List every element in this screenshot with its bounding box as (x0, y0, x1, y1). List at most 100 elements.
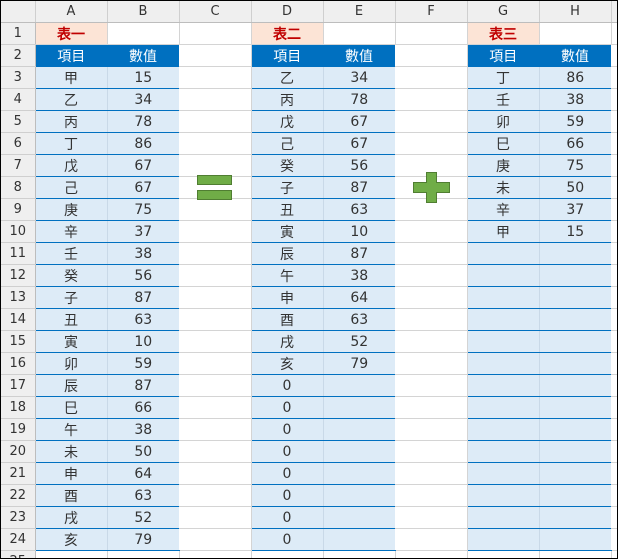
item-cell[interactable]: 申 (251, 286, 324, 309)
value-cell[interactable] (539, 440, 611, 463)
value-cell[interactable]: 79 (107, 528, 179, 551)
empty-cell[interactable] (395, 484, 468, 507)
column-header-F[interactable]: F (395, 1, 468, 23)
row-header[interactable]: 18 (1, 396, 36, 419)
value-cell[interactable]: 56 (107, 264, 179, 287)
value-cell[interactable]: 63 (107, 484, 179, 507)
item-cell[interactable]: 巳 (467, 132, 540, 155)
empty-cell[interactable] (179, 110, 252, 133)
table-header[interactable]: 項目 (467, 44, 539, 67)
value-cell[interactable]: 87 (323, 242, 395, 265)
row-header[interactable]: 2 (1, 44, 36, 67)
value-cell[interactable]: 66 (107, 396, 179, 419)
table-header[interactable]: 數值 (107, 44, 179, 67)
item-cell[interactable]: 子 (35, 286, 108, 309)
value-cell[interactable] (323, 440, 395, 463)
value-cell[interactable]: 38 (107, 242, 179, 265)
item-cell[interactable]: 戌 (251, 330, 324, 353)
item-cell[interactable]: 乙 (251, 66, 324, 89)
empty-cell[interactable] (395, 330, 468, 353)
select-all-corner[interactable] (1, 1, 36, 23)
empty-cell[interactable] (179, 198, 252, 221)
empty-cell[interactable] (395, 550, 468, 558)
table-title[interactable]: 表三 (467, 22, 540, 45)
value-cell[interactable]: 75 (107, 198, 179, 221)
item-cell[interactable] (467, 506, 540, 529)
value-cell[interactable] (539, 528, 611, 551)
value-cell[interactable]: 66 (539, 132, 611, 155)
empty-cell[interactable] (395, 374, 468, 397)
value-cell[interactable]: 59 (107, 352, 179, 375)
item-cell[interactable]: 甲 (467, 220, 540, 243)
empty-cell[interactable] (395, 462, 468, 485)
item-cell[interactable]: 0 (251, 418, 324, 441)
empty-cell[interactable] (395, 242, 468, 265)
item-cell[interactable]: 巳 (35, 396, 108, 419)
table-title[interactable]: 表一 (35, 22, 108, 45)
item-cell[interactable]: 0 (251, 506, 324, 529)
value-cell[interactable]: 64 (107, 462, 179, 485)
value-cell[interactable] (323, 484, 395, 507)
row-header[interactable]: 7 (1, 154, 36, 177)
value-cell[interactable]: 38 (539, 88, 611, 111)
item-cell[interactable]: 0 (251, 396, 324, 419)
empty-cell[interactable] (395, 286, 468, 309)
value-cell[interactable]: 78 (107, 110, 179, 133)
empty-cell[interactable] (179, 44, 252, 67)
empty-cell[interactable] (179, 132, 252, 155)
empty-cell[interactable] (395, 352, 468, 375)
item-cell[interactable]: 寅 (35, 330, 108, 353)
value-cell[interactable]: 34 (323, 66, 395, 89)
row-header[interactable]: 25 (1, 550, 36, 558)
item-cell[interactable]: 庚 (35, 198, 108, 221)
item-cell[interactable]: 丙 (35, 110, 108, 133)
row-header[interactable]: 14 (1, 308, 36, 331)
empty-cell[interactable] (395, 396, 468, 419)
empty-cell[interactable] (179, 374, 252, 397)
empty-cell[interactable] (395, 44, 468, 67)
empty-cell[interactable] (395, 308, 468, 331)
value-cell[interactable]: 34 (107, 88, 179, 111)
item-cell[interactable]: 丁 (467, 66, 540, 89)
value-cell[interactable]: 59 (539, 110, 611, 133)
item-cell[interactable]: 丁 (35, 132, 108, 155)
value-cell[interactable] (539, 264, 611, 287)
row-header[interactable]: 21 (1, 462, 36, 485)
empty-cell[interactable] (179, 154, 252, 177)
item-cell[interactable]: 寅 (251, 220, 324, 243)
item-cell[interactable]: 戌 (35, 506, 108, 529)
value-cell[interactable] (539, 330, 611, 353)
value-cell[interactable]: 56 (323, 154, 395, 177)
empty-cell[interactable] (179, 352, 252, 375)
row-header[interactable]: 19 (1, 418, 36, 441)
table-title[interactable]: 表二 (251, 22, 324, 45)
column-header-B[interactable]: B (107, 1, 180, 23)
empty-cell[interactable] (107, 22, 180, 45)
empty-cell[interactable] (539, 550, 612, 558)
value-cell[interactable]: 67 (107, 154, 179, 177)
value-cell[interactable] (539, 242, 611, 265)
value-cell[interactable] (539, 374, 611, 397)
item-cell[interactable]: 甲 (35, 66, 108, 89)
row-header[interactable]: 24 (1, 528, 36, 551)
value-cell[interactable] (323, 506, 395, 529)
empty-cell[interactable] (179, 396, 252, 419)
item-cell[interactable] (467, 440, 540, 463)
row-header[interactable]: 3 (1, 66, 36, 89)
item-cell[interactable] (467, 528, 540, 551)
value-cell[interactable] (539, 308, 611, 331)
value-cell[interactable] (323, 374, 395, 397)
item-cell[interactable]: 亥 (251, 352, 324, 375)
row-header[interactable]: 15 (1, 330, 36, 353)
empty-cell[interactable] (539, 22, 612, 45)
row-header[interactable]: 23 (1, 506, 36, 529)
value-cell[interactable] (539, 396, 611, 419)
item-cell[interactable]: 申 (35, 462, 108, 485)
item-cell[interactable]: 壬 (35, 242, 108, 265)
value-cell[interactable]: 38 (323, 264, 395, 287)
empty-cell[interactable] (179, 308, 252, 331)
row-header[interactable]: 5 (1, 110, 36, 133)
row-header[interactable]: 10 (1, 220, 36, 243)
item-cell[interactable]: 午 (251, 264, 324, 287)
value-cell[interactable]: 50 (107, 440, 179, 463)
